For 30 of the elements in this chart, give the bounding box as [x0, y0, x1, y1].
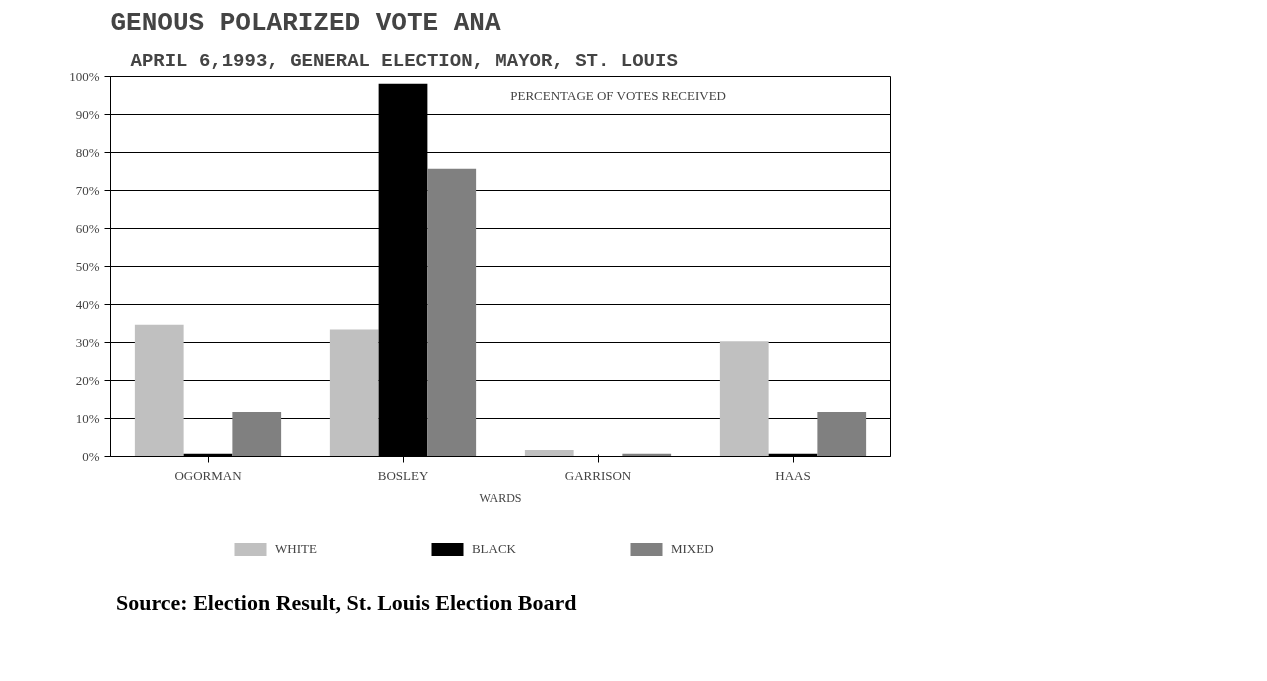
legend-label: MIXED [670, 541, 714, 557]
bar [817, 412, 867, 457]
x-tick-label: HAAS [775, 467, 811, 483]
bar [427, 168, 477, 457]
x-tick-label: GARRISON [564, 467, 632, 483]
y-tick-label: 60% [75, 221, 100, 236]
x-tick-label: OGORMAN [174, 467, 243, 483]
chart-subtitle: APRIL 6,1993, GENERAL ELECTION, MAYOR, ST. LOUIS [130, 49, 678, 72]
y-tick-label: 0% [82, 449, 100, 464]
x-axis-title: WARDS [479, 490, 522, 505]
y-tick-label: 90% [75, 107, 100, 122]
legend-label: WHITE [275, 541, 317, 557]
bar [524, 450, 574, 457]
bar [719, 341, 769, 457]
y-tick-label: 50% [75, 259, 100, 274]
y-tick-label: 70% [75, 183, 100, 198]
legend-label: BLACK [471, 541, 516, 557]
bar [232, 412, 282, 457]
bar [329, 329, 379, 457]
source-note: Source: Election Result, St. Louis Election Board [116, 590, 577, 616]
y-tick-label: 80% [75, 145, 100, 160]
y-tick-label: 30% [75, 335, 100, 350]
y-tick-label: 20% [75, 373, 100, 388]
y-tick-label: 10% [75, 411, 100, 426]
chart-title: GENOUS POLARIZED VOTE ANA [110, 7, 501, 38]
annotation: PERCENTAGE OF VOTES RECEIVED [510, 88, 727, 103]
bar [134, 324, 184, 457]
y-tick-label: 100% [69, 69, 100, 84]
x-tick-label: BOSLEY [377, 467, 429, 483]
y-tick-label: 40% [75, 297, 100, 312]
